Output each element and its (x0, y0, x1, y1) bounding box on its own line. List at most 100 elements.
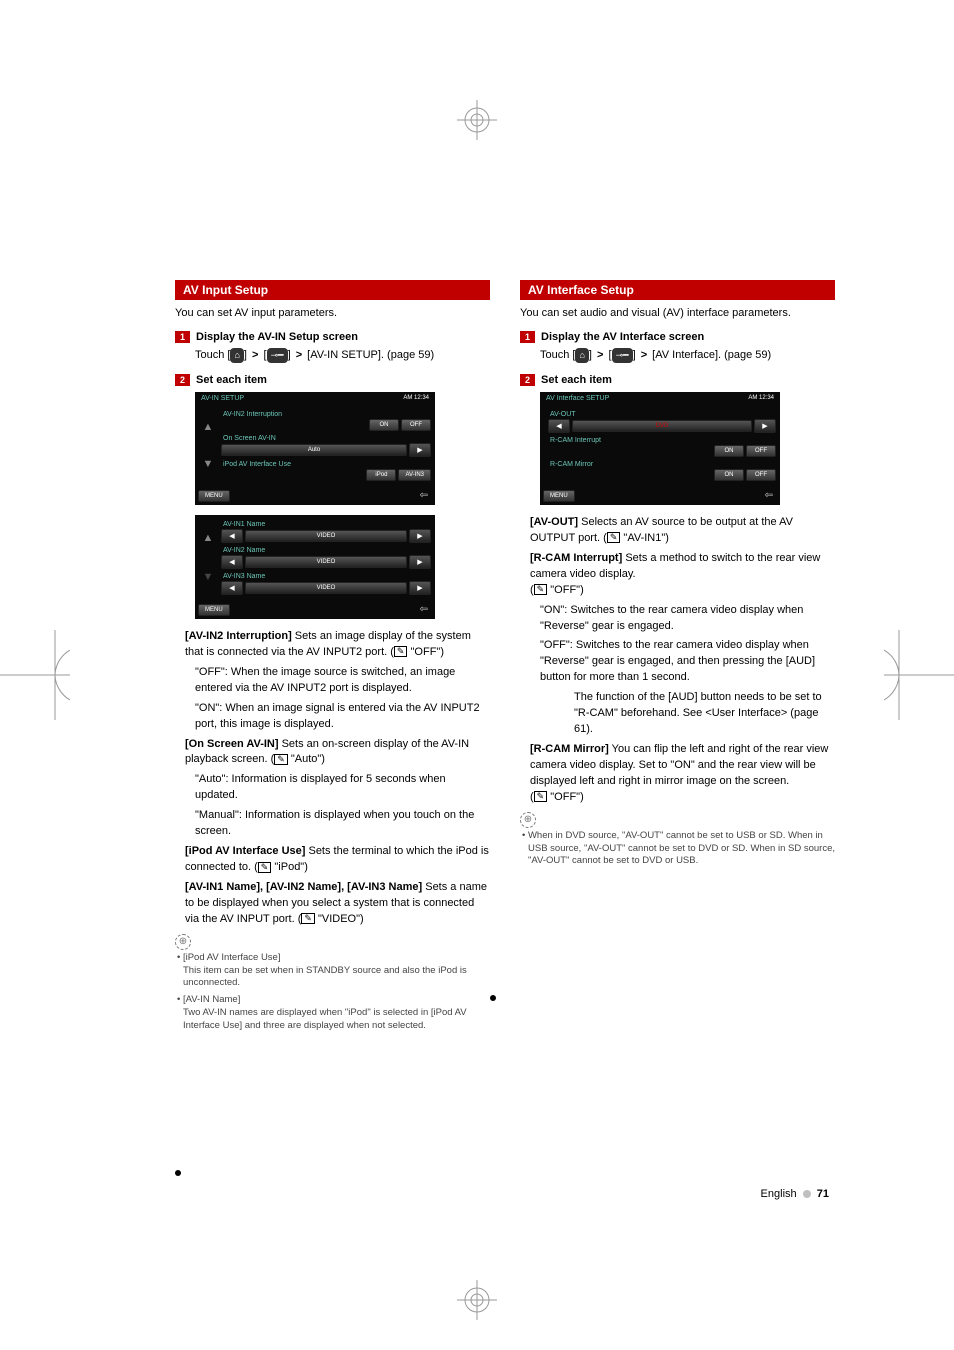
on-button[interactable]: ON (714, 469, 744, 481)
pen-icon: ✎ (534, 791, 548, 802)
pen-icon: ✎ (394, 646, 408, 657)
intro-left: You can set AV input parameters. (175, 306, 490, 321)
back-arrow-icon[interactable]: ⇦ (765, 490, 777, 501)
registration-mark-bottom (457, 1280, 497, 1320)
chevron-right-icon: > (641, 347, 647, 364)
ssr-r2-label: R-CAM Interrupt (548, 435, 776, 445)
desc-avout: [AV-OUT] Selects an AV source to be outp… (520, 515, 835, 547)
slider-icon: ⊸━ (612, 348, 633, 364)
right-arrow-button[interactable]: ▶ (409, 581, 431, 595)
left-arrow-button[interactable]: ◀ (221, 581, 243, 595)
menu-button[interactable]: MENU (198, 604, 230, 616)
left-column: AV Input Setup You can set AV input para… (175, 280, 490, 1037)
down-arrow-icon: ▼ (203, 571, 214, 583)
ssr-clock: AM 12:34 (748, 395, 774, 401)
desc-ipod-av: [iPod AV Interface Use] Sets the termina… (175, 844, 490, 876)
desc-d2-manual: "Manual": Information is displayed when … (175, 808, 490, 840)
registration-mark-top (457, 100, 497, 140)
step-num-1: 1 (175, 331, 190, 343)
desc-rcam-interrupt: [R-CAM Interrupt] Sets a method to switc… (520, 551, 835, 599)
pen-icon: ✎ (301, 913, 315, 924)
step-1-title: Display the AV-IN Setup screen (196, 331, 358, 343)
home-icon: ⌂ (575, 348, 588, 364)
desc-d2r-on: "ON": Switches to the rear camera video … (520, 603, 835, 635)
back-arrow-icon[interactable]: ⇦ (420, 490, 432, 501)
ss1-r1-label: AV-IN2 Interruption (221, 409, 431, 419)
ipod-button[interactable]: iPod (366, 469, 396, 481)
note-2: • [AV-IN Name]Two AV-IN names are displa… (175, 994, 490, 1032)
desc-onscreen-avin: [On Screen AV-IN] Sets an on-screen disp… (175, 737, 490, 769)
ss2-r2-label: AV-IN2 Name (221, 545, 431, 555)
left-arrow-button[interactable]: ◀ (221, 555, 243, 569)
footer-lang: English (761, 1188, 797, 1200)
right-arrow-button[interactable]: ▶ (754, 419, 776, 433)
left-arrow-button[interactable]: ◀ (221, 529, 243, 543)
ss1-r2-value: Auto (221, 444, 407, 456)
pen-icon: ✎ (534, 584, 548, 595)
bullet-dot (175, 1170, 181, 1176)
desc-d2-auto: "Auto": Information is displayed for 5 s… (175, 772, 490, 804)
ss2-r1-label: AV-IN1 Name (221, 519, 431, 529)
step-2-left: 2 Set each item (175, 374, 490, 386)
pen-icon: ✎ (258, 862, 272, 873)
note-icon: ⊕ (520, 812, 536, 828)
avin-setup-screenshot-1: AV-IN SETUP AM 12:34 ▲ ▼ AV-IN2 Interrupti… (195, 392, 435, 505)
ssr-r3-label: R-CAM Mirror (548, 459, 776, 469)
slider-icon: ⊸━ (267, 348, 288, 364)
ssr-r1-label: AV-OUT (548, 409, 776, 419)
back-arrow-icon[interactable]: ⇦ (420, 604, 432, 615)
step-num-1: 1 (520, 331, 535, 343)
on-button[interactable]: ON (369, 419, 399, 431)
section-header-left: AV Input Setup (175, 280, 490, 300)
right-arrow-button[interactable]: ▶ (409, 443, 431, 457)
step-1-body-r: Touch [⌂] > [⊸━] > [AV Interface]. (page… (540, 347, 835, 364)
menu-button[interactable]: MENU (198, 490, 230, 502)
av-interface-screenshot: AV Interface SETUPAM 12:34 AV-OUT ◀DVD▶ … (540, 392, 780, 505)
desc-d2r-off: "OFF": Switches to the rear camera video… (520, 638, 835, 686)
ssr-title: AV Interface SETUP (546, 395, 609, 402)
ss1-clock: AM 12:34 (403, 395, 429, 401)
desc-d1-off: "OFF": When the image source is switched… (175, 665, 490, 697)
desc-d1-on: "ON": When an image signal is entered vi… (175, 701, 490, 733)
avin3-button[interactable]: AV-IN3 (398, 469, 431, 481)
right-arrow-button[interactable]: ▶ (409, 555, 431, 569)
step-1-title-r: Display the AV Interface screen (541, 331, 704, 343)
desc-rcam-mirror: [R-CAM Mirror] You can flip the left and… (520, 742, 835, 806)
right-column: AV Interface Setup You can set audio and… (520, 280, 835, 1037)
off-button[interactable]: OFF (746, 445, 776, 457)
home-icon: ⌂ (230, 348, 243, 364)
ss1-r2-label: On Screen AV-IN (221, 433, 431, 443)
off-button[interactable]: OFF (746, 469, 776, 481)
section-header-right: AV Interface Setup (520, 280, 835, 300)
ssr-r1-value: DVD (572, 420, 752, 432)
chevron-right-icon: > (597, 347, 603, 364)
desc-avin-names: [AV-IN1 Name], [AV-IN2 Name], [AV-IN3 Na… (175, 880, 490, 928)
step-1-right: 1 Display the AV Interface screen (520, 331, 835, 343)
crop-mark-right (884, 630, 954, 720)
ss1-title: AV-IN SETUP (201, 395, 244, 402)
down-arrow-icon: ▼ (203, 458, 214, 470)
menu-button[interactable]: MENU (543, 490, 575, 502)
left-arrow-button[interactable]: ◀ (548, 419, 570, 433)
up-arrow-icon: ▲ (203, 421, 214, 433)
step-num-2: 2 (520, 374, 535, 386)
footer-page: 71 (817, 1188, 829, 1200)
avin-setup-screenshot-2: ▲▼ AV-IN1 Name ◀VIDEO▶ AV-IN2 Name ◀VIDE… (195, 515, 435, 619)
right-arrow-button[interactable]: ▶ (409, 529, 431, 543)
chevron-right-icon: > (296, 347, 302, 364)
crop-mark-left (0, 630, 70, 720)
step-num-2: 2 (175, 374, 190, 386)
off-button[interactable]: OFF (401, 419, 431, 431)
bullet-dot (490, 995, 496, 1001)
note-r1: • When in DVD source, "AV-OUT" cannot be… (520, 830, 835, 868)
chevron-right-icon: > (252, 347, 258, 364)
ss1-r3-label: iPod AV Interface Use (221, 459, 431, 469)
step-1-body: Touch [⌂] > [⊸━] > [AV-IN SETUP]. (page … (195, 347, 490, 364)
desc-avin2-interruption: [AV-IN2 Interruption] Sets an image disp… (175, 629, 490, 661)
pen-icon: ✎ (274, 754, 288, 765)
note-1: • [iPod AV Interface Use]This item can b… (175, 952, 490, 990)
step-2-title-r: Set each item (541, 374, 612, 386)
ss2-r2-value: VIDEO (245, 556, 407, 568)
on-button[interactable]: ON (714, 445, 744, 457)
ss2-r3-value: VIDEO (245, 582, 407, 594)
